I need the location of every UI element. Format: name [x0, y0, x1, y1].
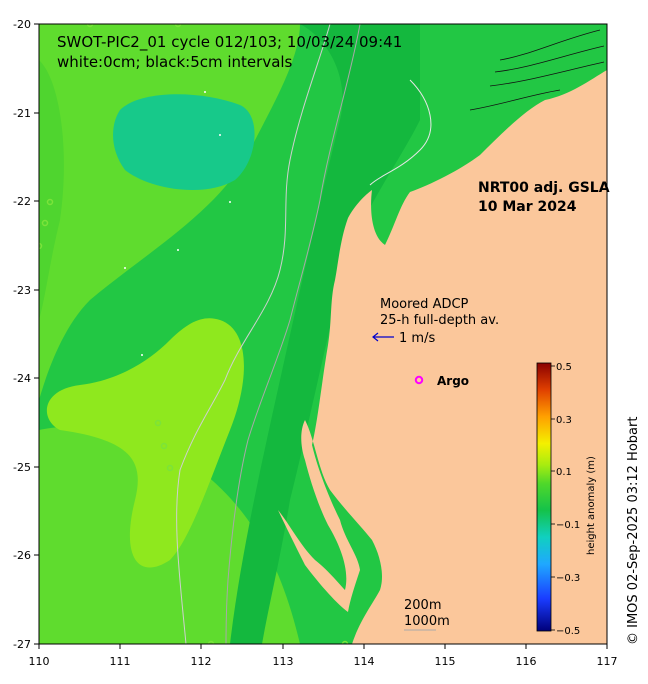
map-title-line2: white:0cm; black:5cm intervals	[57, 53, 293, 71]
credit-text: © IMOS 02-Sep-2025 03:12 Hobart	[626, 417, 641, 645]
colorbar-title: height anomaly (m)	[586, 456, 597, 555]
colorbar-tick-label: −0.1	[556, 520, 580, 531]
isobath-200m-line	[176, 24, 331, 644]
obs-point-markers	[39, 24, 349, 644]
x-tick-label: 111	[110, 655, 131, 668]
adcp-velocity-arrow	[372, 332, 394, 342]
x-tick-label: 115	[435, 655, 456, 668]
ocean-anomaly-yellowgreen	[46, 318, 244, 568]
colorbar-gradient	[536, 362, 552, 632]
colorbar: 0.5 0.3 0.1 −0.1 −0.3 −0.5 height anomal…	[536, 362, 597, 637]
adcp-averaging: 25-h full-depth av.	[380, 313, 499, 328]
y-tick-label: -27	[13, 638, 31, 651]
x-tick-label: 112	[191, 655, 212, 668]
map-title-line1: SWOT-PIC2_01 cycle 012/103; 10/03/24 09:…	[57, 33, 402, 52]
y-tick-label: -23	[13, 284, 31, 297]
colorbar-tick-label: −0.3	[556, 573, 580, 584]
land-mass	[278, 70, 607, 644]
x-tick-label: 116	[516, 655, 537, 668]
y-tick-label: -26	[13, 549, 31, 562]
adcp-label: Moored ADCP	[380, 297, 469, 312]
colorbar-tick-label: −0.5	[556, 626, 580, 637]
argo-label: Argo	[437, 374, 469, 388]
colorbar-tick-label: 0.3	[556, 415, 572, 426]
y-tick-marks	[34, 23, 39, 645]
plot-frame	[38, 23, 608, 645]
ocean-anomaly-teal	[113, 94, 255, 191]
x-tick-label: 110	[29, 655, 50, 668]
x-axis: 110 111 112 113 114 115 116 117	[29, 644, 618, 668]
ocean-anomaly-band-west	[39, 60, 64, 320]
y-tick-label: -22	[13, 195, 31, 208]
y-axis: -20 -21 -22 -23 -24 -25 -26 -27	[13, 18, 39, 651]
x-tick-label: 113	[273, 655, 294, 668]
grid-markers	[124, 91, 231, 356]
argo-float-marker	[414, 375, 424, 385]
adcp-scale-label: 1 m/s	[399, 331, 435, 346]
colorbar-tick-label: 0.5	[556, 362, 572, 373]
y-tick-label: -21	[13, 107, 31, 120]
product-date: 10 Mar 2024	[478, 199, 577, 215]
map-plot-area	[39, 24, 607, 644]
isobath-200m-label: 200m	[404, 598, 441, 613]
x-tick-marks	[38, 644, 608, 649]
ocean-coastal-band	[230, 24, 420, 644]
y-tick-label: -24	[13, 372, 31, 385]
product-label: NRT00 adj. GSLA	[478, 180, 610, 196]
y-tick-label: -20	[13, 18, 31, 31]
shelf-contour-line	[369, 79, 432, 186]
swot-swath-contours	[469, 29, 605, 111]
x-tick-label: 114	[354, 655, 375, 668]
y-tick-label: -25	[13, 461, 31, 474]
isobath-1000m-line	[225, 24, 361, 644]
colorbar-tick-label: 0.1	[556, 467, 572, 478]
x-tick-label: 117	[597, 655, 618, 668]
isobath-1000m-label: 1000m	[404, 614, 450, 629]
